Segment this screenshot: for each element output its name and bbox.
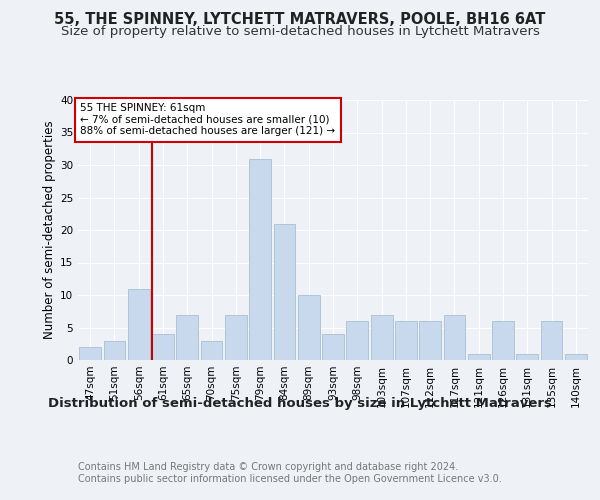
Bar xyxy=(346,321,368,360)
Bar xyxy=(152,334,174,360)
Bar xyxy=(104,340,125,360)
Bar xyxy=(298,295,320,360)
Bar xyxy=(443,314,466,360)
Text: 55, THE SPINNEY, LYTCHETT MATRAVERS, POOLE, BH16 6AT: 55, THE SPINNEY, LYTCHETT MATRAVERS, POO… xyxy=(55,12,545,28)
Text: Size of property relative to semi-detached houses in Lytchett Matravers: Size of property relative to semi-detach… xyxy=(61,25,539,38)
Bar xyxy=(79,347,101,360)
Bar xyxy=(200,340,223,360)
Text: 55 THE SPINNEY: 61sqm
← 7% of semi-detached houses are smaller (10)
88% of semi-: 55 THE SPINNEY: 61sqm ← 7% of semi-detac… xyxy=(80,104,335,136)
Bar xyxy=(565,354,587,360)
Bar xyxy=(541,321,562,360)
Bar xyxy=(176,314,198,360)
Bar xyxy=(395,321,417,360)
Bar xyxy=(492,321,514,360)
Bar xyxy=(419,321,441,360)
Bar xyxy=(128,288,149,360)
Bar xyxy=(371,314,392,360)
Y-axis label: Number of semi-detached properties: Number of semi-detached properties xyxy=(43,120,56,340)
Bar xyxy=(322,334,344,360)
Bar xyxy=(468,354,490,360)
Text: Contains HM Land Registry data © Crown copyright and database right 2024.
Contai: Contains HM Land Registry data © Crown c… xyxy=(78,462,502,484)
Text: Distribution of semi-detached houses by size in Lytchett Matravers: Distribution of semi-detached houses by … xyxy=(48,398,552,410)
Bar xyxy=(274,224,295,360)
Bar xyxy=(225,314,247,360)
Bar xyxy=(517,354,538,360)
Bar xyxy=(249,158,271,360)
